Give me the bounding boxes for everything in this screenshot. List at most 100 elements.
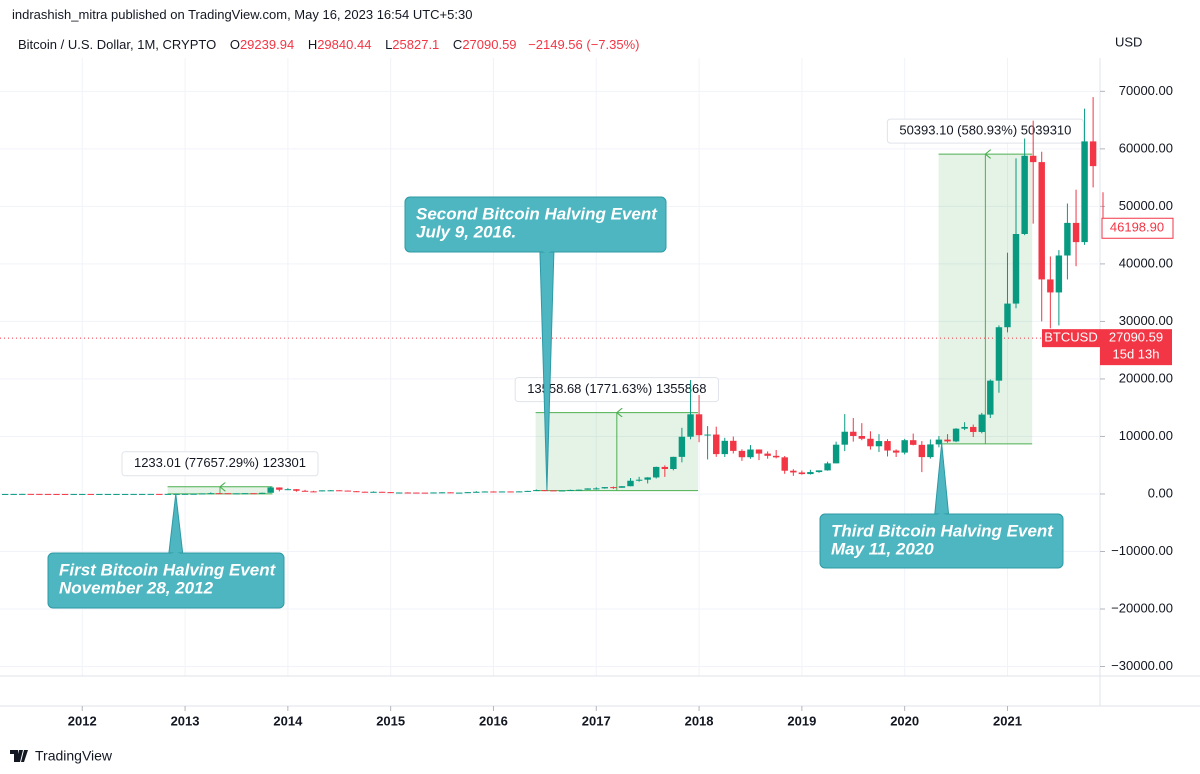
candle-body	[361, 491, 369, 493]
candle-body	[353, 491, 360, 493]
candle-body	[138, 493, 146, 495]
callout-text: November 28, 2012	[59, 578, 214, 597]
candle-body	[661, 466, 669, 470]
candle-body	[250, 493, 257, 495]
candle-body	[944, 439, 951, 442]
candle-body	[293, 489, 300, 491]
y-tick-label: 0.00	[1148, 485, 1173, 500]
measure-label: 1233.01 (77657.29%) 123301	[134, 455, 306, 470]
candle-body	[678, 436, 686, 457]
candle-body	[824, 463, 831, 471]
candle-body	[987, 380, 994, 415]
y-tick-label: −10000.00	[1111, 543, 1173, 558]
candle-body	[216, 493, 223, 495]
legend-value: 27090.59	[462, 37, 517, 52]
candle-body	[404, 492, 412, 494]
candle-body	[19, 493, 26, 495]
candle-body	[1081, 141, 1088, 243]
candle-body	[558, 490, 566, 492]
candle-body	[884, 441, 891, 451]
candle-body	[241, 493, 249, 495]
candle-body	[832, 444, 840, 464]
legend-key: H	[307, 37, 318, 52]
measure-label-box: 13558.68 (1771.63%) 1355868	[514, 377, 719, 403]
measure-label-bg	[886, 118, 1084, 144]
candle-body	[1072, 222, 1080, 243]
candle-body	[370, 491, 377, 493]
candle-body	[190, 493, 197, 495]
price-countdown: 15d 13h	[1113, 347, 1160, 362]
candle-body	[978, 414, 985, 432]
candle-body	[267, 487, 274, 493]
candle-body	[336, 490, 343, 492]
callout-text: Third Bitcoin Halving Event	[831, 521, 1054, 540]
candle-body	[10, 493, 17, 495]
candle-body	[147, 493, 155, 495]
candle-body	[995, 327, 1003, 381]
candle-body	[301, 490, 309, 492]
x-tick-label: 2017	[582, 713, 611, 728]
y-tick-label: 30000.00	[1119, 313, 1173, 328]
candle-body	[1047, 279, 1054, 293]
footer-logo	[10, 750, 28, 762]
candle-body	[652, 466, 660, 478]
callout-joint	[169, 552, 182, 554]
x-tick-label: 2012	[68, 713, 97, 728]
x-tick-label: 2015	[376, 713, 405, 728]
candle-body	[515, 491, 523, 493]
candle-body	[207, 493, 214, 495]
y-tick-label: −20000.00	[1111, 600, 1173, 615]
x-tick-label: 2020	[890, 713, 919, 728]
candle-body	[909, 440, 917, 445]
candle-body	[601, 487, 609, 489]
candle-body	[1021, 155, 1028, 234]
candle-body	[387, 492, 394, 494]
candle-body	[584, 488, 591, 490]
candle-body	[935, 439, 943, 445]
legend-change: −2149.56 (−7.35%)	[528, 37, 640, 52]
symbol-label-box	[1042, 329, 1100, 348]
candle-body	[858, 435, 866, 439]
candle-body	[798, 472, 806, 475]
candle-body	[927, 444, 934, 458]
candle-body	[1, 493, 9, 495]
callout-box	[47, 552, 285, 609]
y-axis-label: USD	[1115, 34, 1142, 49]
candle-body	[1029, 155, 1037, 163]
candle-body	[644, 477, 651, 480]
candle-body	[721, 440, 728, 455]
candle-body	[104, 493, 112, 495]
measure-label: 13558.68 (1771.63%) 1355868	[527, 381, 706, 396]
candle-body	[53, 493, 60, 495]
candle-body	[27, 493, 35, 495]
legend-key: O	[229, 37, 240, 52]
candle-body	[378, 491, 386, 493]
candle-body	[704, 434, 711, 436]
candle-body	[918, 444, 926, 458]
candle-body	[541, 490, 549, 492]
measure-label: 50393.10 (580.93%) 5039310	[899, 123, 1071, 138]
y-tick-label: 50000.00	[1119, 198, 1173, 213]
candle-body	[850, 431, 857, 436]
candle-body	[1012, 233, 1020, 304]
legend-key: L	[385, 37, 393, 52]
candle-body	[1004, 303, 1011, 328]
candle-body	[730, 440, 737, 451]
candle-body	[464, 492, 471, 494]
candle-body	[875, 441, 883, 447]
candle-body	[421, 492, 429, 494]
symbol-label: BTCUSD	[1044, 330, 1097, 345]
callout-text: May 11, 2020	[831, 539, 934, 558]
measure-label-bg	[121, 451, 319, 477]
candle-body	[1089, 141, 1097, 167]
x-tick-label: 2016	[479, 713, 508, 728]
candle-body	[121, 493, 129, 495]
candle-body	[670, 456, 677, 470]
callout-pointer	[168, 493, 184, 555]
candle-body	[327, 490, 334, 492]
candle-body	[970, 426, 977, 432]
candle-body	[181, 493, 189, 495]
candle-body	[575, 489, 583, 491]
y-tick-label: 70000.00	[1119, 83, 1173, 98]
